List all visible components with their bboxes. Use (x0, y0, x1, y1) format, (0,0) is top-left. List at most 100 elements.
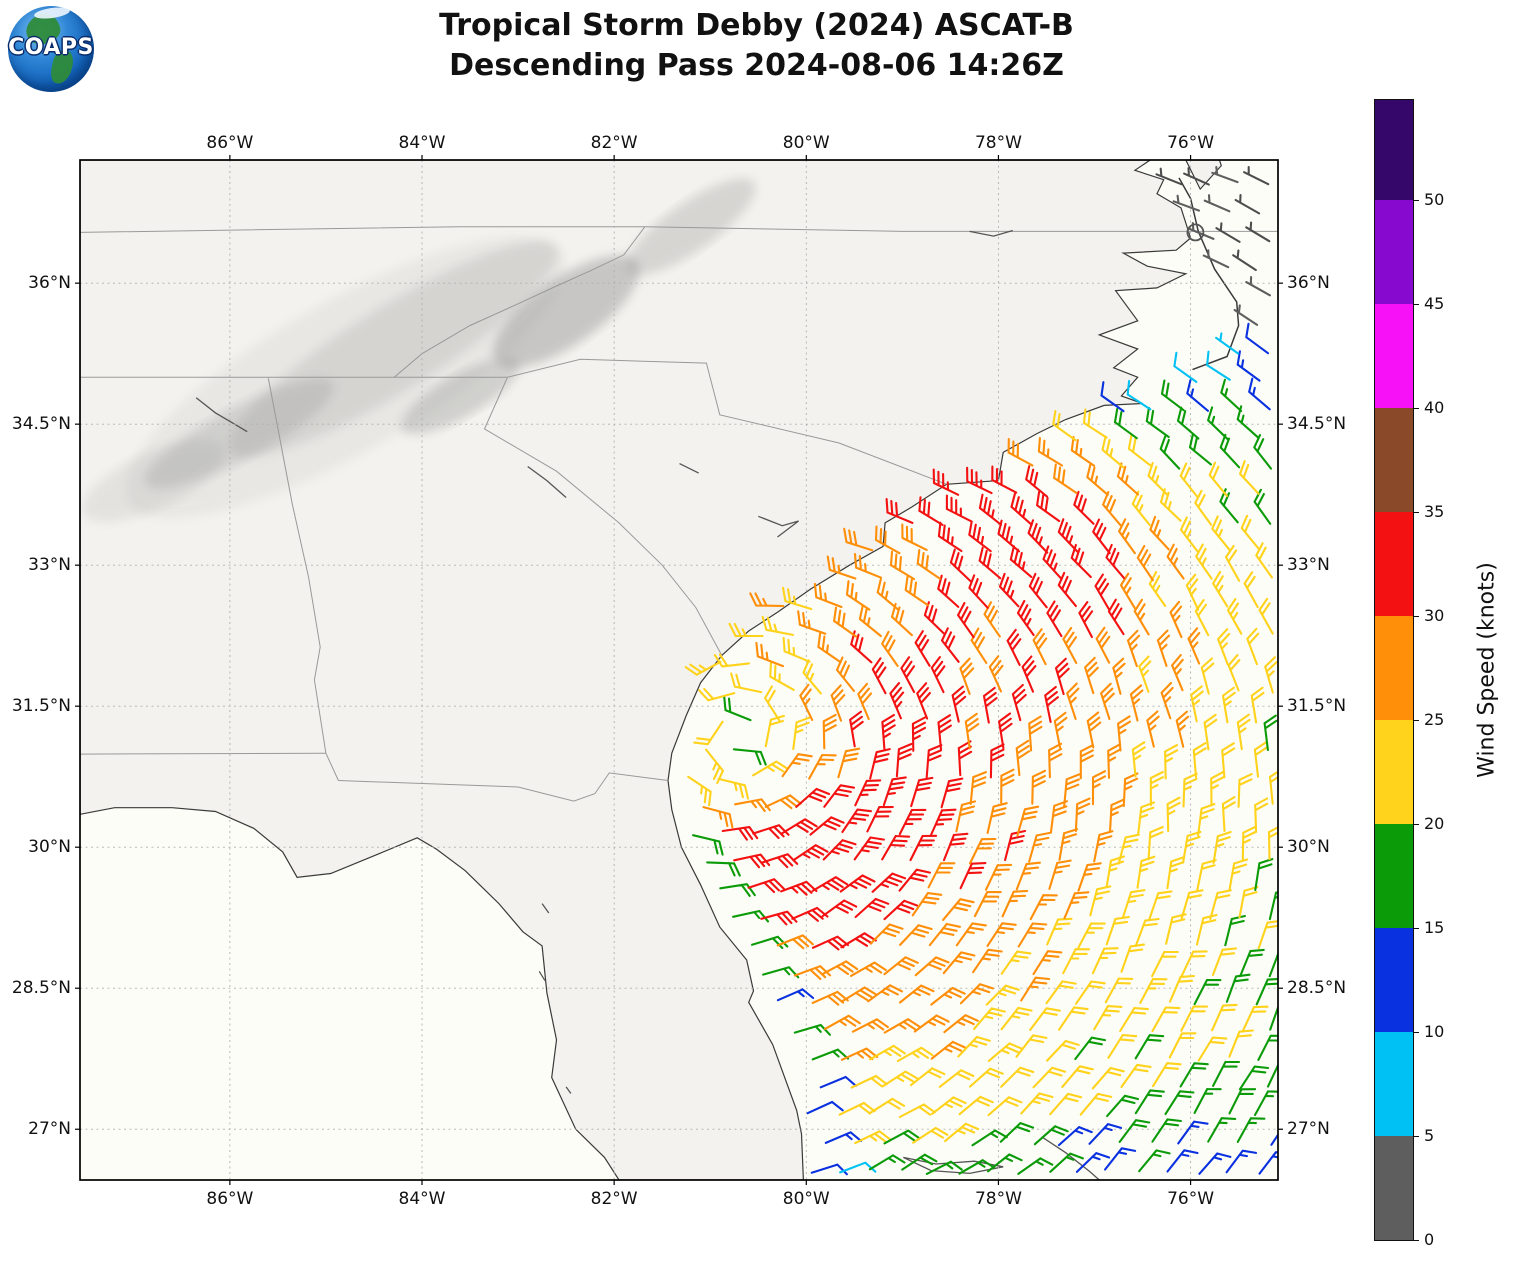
wind-barb (1225, 973, 1251, 1003)
wind-barb (1091, 1066, 1125, 1090)
y-tick-label-right: 33°N (1287, 555, 1330, 576)
coaps-logo: COAPS (8, 5, 94, 92)
wind-barb (898, 984, 935, 1004)
wind-barb (986, 802, 1008, 834)
wind-barb (1032, 628, 1048, 666)
wind-barb (901, 1153, 938, 1171)
y-tick-label-right: 27°N (1287, 1119, 1330, 1140)
wind-barb (1104, 1147, 1137, 1171)
wind-barb (684, 660, 722, 676)
wind-barb (1028, 572, 1048, 609)
wind-barb (1148, 570, 1167, 608)
state-border (338, 772, 669, 802)
wind-barb (1029, 1007, 1061, 1031)
wind-barb (1169, 600, 1183, 639)
wind-barb (1113, 407, 1138, 440)
wind-barb (899, 924, 933, 946)
wind-barb (1028, 831, 1051, 863)
wind-barb (1119, 1006, 1149, 1033)
wind-barb (930, 986, 966, 1006)
colorbar-segment (1375, 824, 1413, 928)
wind-barb (1233, 304, 1259, 326)
colorbar-segment (1375, 720, 1413, 824)
wind-barb (881, 834, 911, 861)
wind-barb (985, 984, 1020, 1006)
wind-barb (730, 672, 763, 694)
wind-barb (970, 627, 988, 664)
wind-barb (760, 853, 799, 869)
wind-barb (1066, 682, 1080, 720)
wind-barb (1236, 1117, 1266, 1143)
colorbar-tick (1413, 823, 1419, 825)
wind-barb (1179, 516, 1199, 553)
wind-barb (1120, 1063, 1152, 1088)
wind-barb (1000, 1066, 1035, 1088)
wind-barb (1234, 194, 1261, 215)
state-border (393, 226, 646, 378)
wind-barb (781, 753, 813, 778)
wind-barb (1146, 710, 1160, 748)
colorbar-tick (1413, 1135, 1419, 1137)
wind-barb (1151, 950, 1179, 978)
wind-barb (987, 1096, 1023, 1117)
wind-barb (1094, 573, 1111, 611)
wind-barb (853, 553, 883, 579)
colorbar-segment (1375, 304, 1413, 408)
wind-barb (1207, 1117, 1237, 1143)
wind-barb (889, 550, 916, 581)
wind-barb (824, 1131, 863, 1144)
wind-barb (1006, 628, 1022, 666)
wind-barb (1112, 657, 1126, 695)
wind-barb (1000, 1006, 1033, 1031)
wind-barb (760, 910, 798, 926)
wind-barb (1139, 978, 1168, 1004)
wind-barb (1028, 715, 1043, 752)
wind-barb (1164, 744, 1179, 780)
wind-barb (1166, 796, 1181, 833)
wind-barb (1151, 1118, 1182, 1143)
wind-barb (1207, 406, 1229, 441)
wind-barb (1009, 545, 1033, 578)
wind-barb (1007, 438, 1034, 467)
wind-barb (1078, 601, 1094, 639)
wind-barb (978, 493, 1003, 526)
wind-barb (1246, 627, 1260, 666)
wind-barb (751, 935, 789, 950)
wind-barb (1062, 626, 1078, 664)
wind-barb (1208, 461, 1228, 497)
wind-barb (1032, 950, 1063, 976)
x-tick-label-bottom: 86°W (206, 1189, 254, 1209)
wind-barb (955, 922, 987, 947)
wind-barb (959, 862, 987, 890)
wind-barb (792, 844, 829, 862)
barrier-island (1178, 177, 1240, 371)
wind-barb (1172, 194, 1201, 212)
wind-barb (1225, 1149, 1258, 1174)
colorbar-tick (1413, 199, 1419, 201)
wind-barb (687, 775, 712, 807)
colorbar-tick-label: 45 (1424, 294, 1445, 313)
wind-barb (1000, 950, 1032, 975)
wind-barb (850, 1074, 888, 1089)
wind-barb (1074, 980, 1106, 1005)
x-tick-label-bottom: 78°W (974, 1189, 1022, 1209)
wind-barb (1133, 598, 1150, 636)
wind-barb (937, 574, 960, 608)
wind-barb (1209, 889, 1232, 921)
wind-barb (723, 695, 752, 722)
wind-barb (1073, 490, 1095, 525)
y-tick-label-left: 31.5°N (11, 696, 71, 717)
wind-barb (1248, 377, 1271, 411)
lake-outline (565, 1086, 572, 1094)
wind-barb (1015, 739, 1031, 777)
state-border (80, 752, 326, 755)
wind-barb (930, 656, 946, 694)
wind-barb (1107, 743, 1122, 779)
wind-barb (1203, 713, 1218, 751)
y-tick-label-left: 27°N (28, 1119, 71, 1140)
x-tick-label-bottom: 82°W (590, 1189, 638, 1209)
wind-barb (853, 836, 885, 861)
wind-barb (1033, 1125, 1069, 1146)
wind-barb (1187, 627, 1201, 665)
wind-barb (749, 592, 785, 608)
